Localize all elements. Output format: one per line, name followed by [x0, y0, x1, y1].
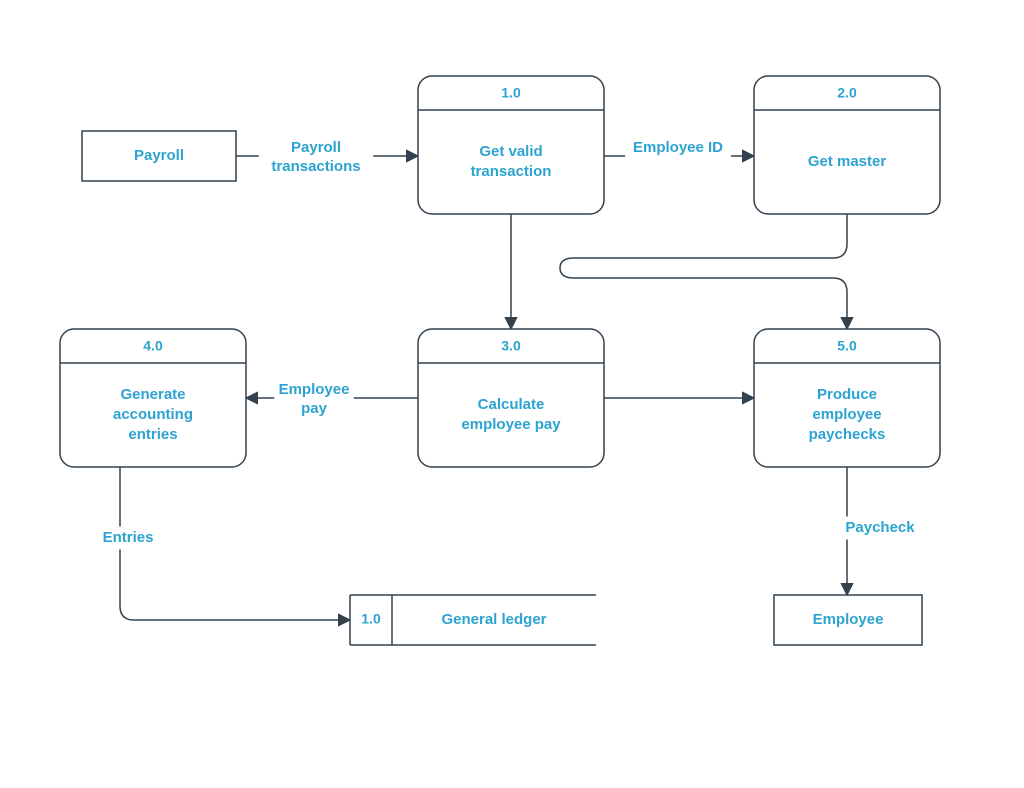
node-ledger: 1.0 General ledger	[350, 595, 596, 645]
edge-label: Employee	[279, 381, 350, 398]
node-label: paychecks	[809, 426, 886, 443]
node-label: transaction	[471, 163, 552, 180]
node-label: Payroll	[134, 147, 184, 164]
node-p4: 4.0 Generate accounting entries	[60, 329, 246, 467]
node-employee: Employee	[774, 595, 922, 645]
edge-label: Payroll	[291, 139, 341, 156]
node-p5: 5.0 Produce employee paychecks	[754, 329, 940, 467]
node-label: General ledger	[441, 611, 546, 628]
node-label: Produce	[817, 386, 877, 403]
edge-label: transactions	[271, 158, 360, 175]
node-label: entries	[128, 426, 177, 443]
process-number: 4.0	[143, 338, 163, 354]
edge-label: Entries	[103, 529, 154, 546]
edge-label: Employee ID	[633, 139, 723, 156]
edge-label: pay	[301, 400, 328, 417]
process-number: 5.0	[837, 338, 857, 354]
process-number: 3.0	[501, 338, 521, 354]
edge-e-p2-p5	[560, 214, 847, 329]
flowchart-canvas: Payroll transactions Employee ID Employee pa…	[0, 0, 1024, 788]
node-p2: 2.0 Get master	[754, 76, 940, 214]
node-label: Employee	[813, 611, 884, 628]
node-label: Get master	[808, 153, 887, 170]
process-number: 1.0	[501, 85, 521, 101]
node-p3: 3.0 Calculate employee pay	[418, 329, 604, 467]
node-label: employee	[812, 406, 881, 423]
node-label: Calculate	[478, 396, 545, 413]
process-number: 2.0	[837, 85, 857, 101]
node-p1: 1.0 Get valid transaction	[418, 76, 604, 214]
node-label: Get valid	[479, 143, 542, 160]
datastore-number: 1.0	[361, 611, 381, 627]
edge-label: Paycheck	[845, 519, 915, 536]
node-label: accounting	[113, 406, 193, 423]
node-payroll: Payroll	[82, 131, 236, 181]
node-label: Generate	[120, 386, 185, 403]
node-label: employee pay	[461, 416, 561, 433]
